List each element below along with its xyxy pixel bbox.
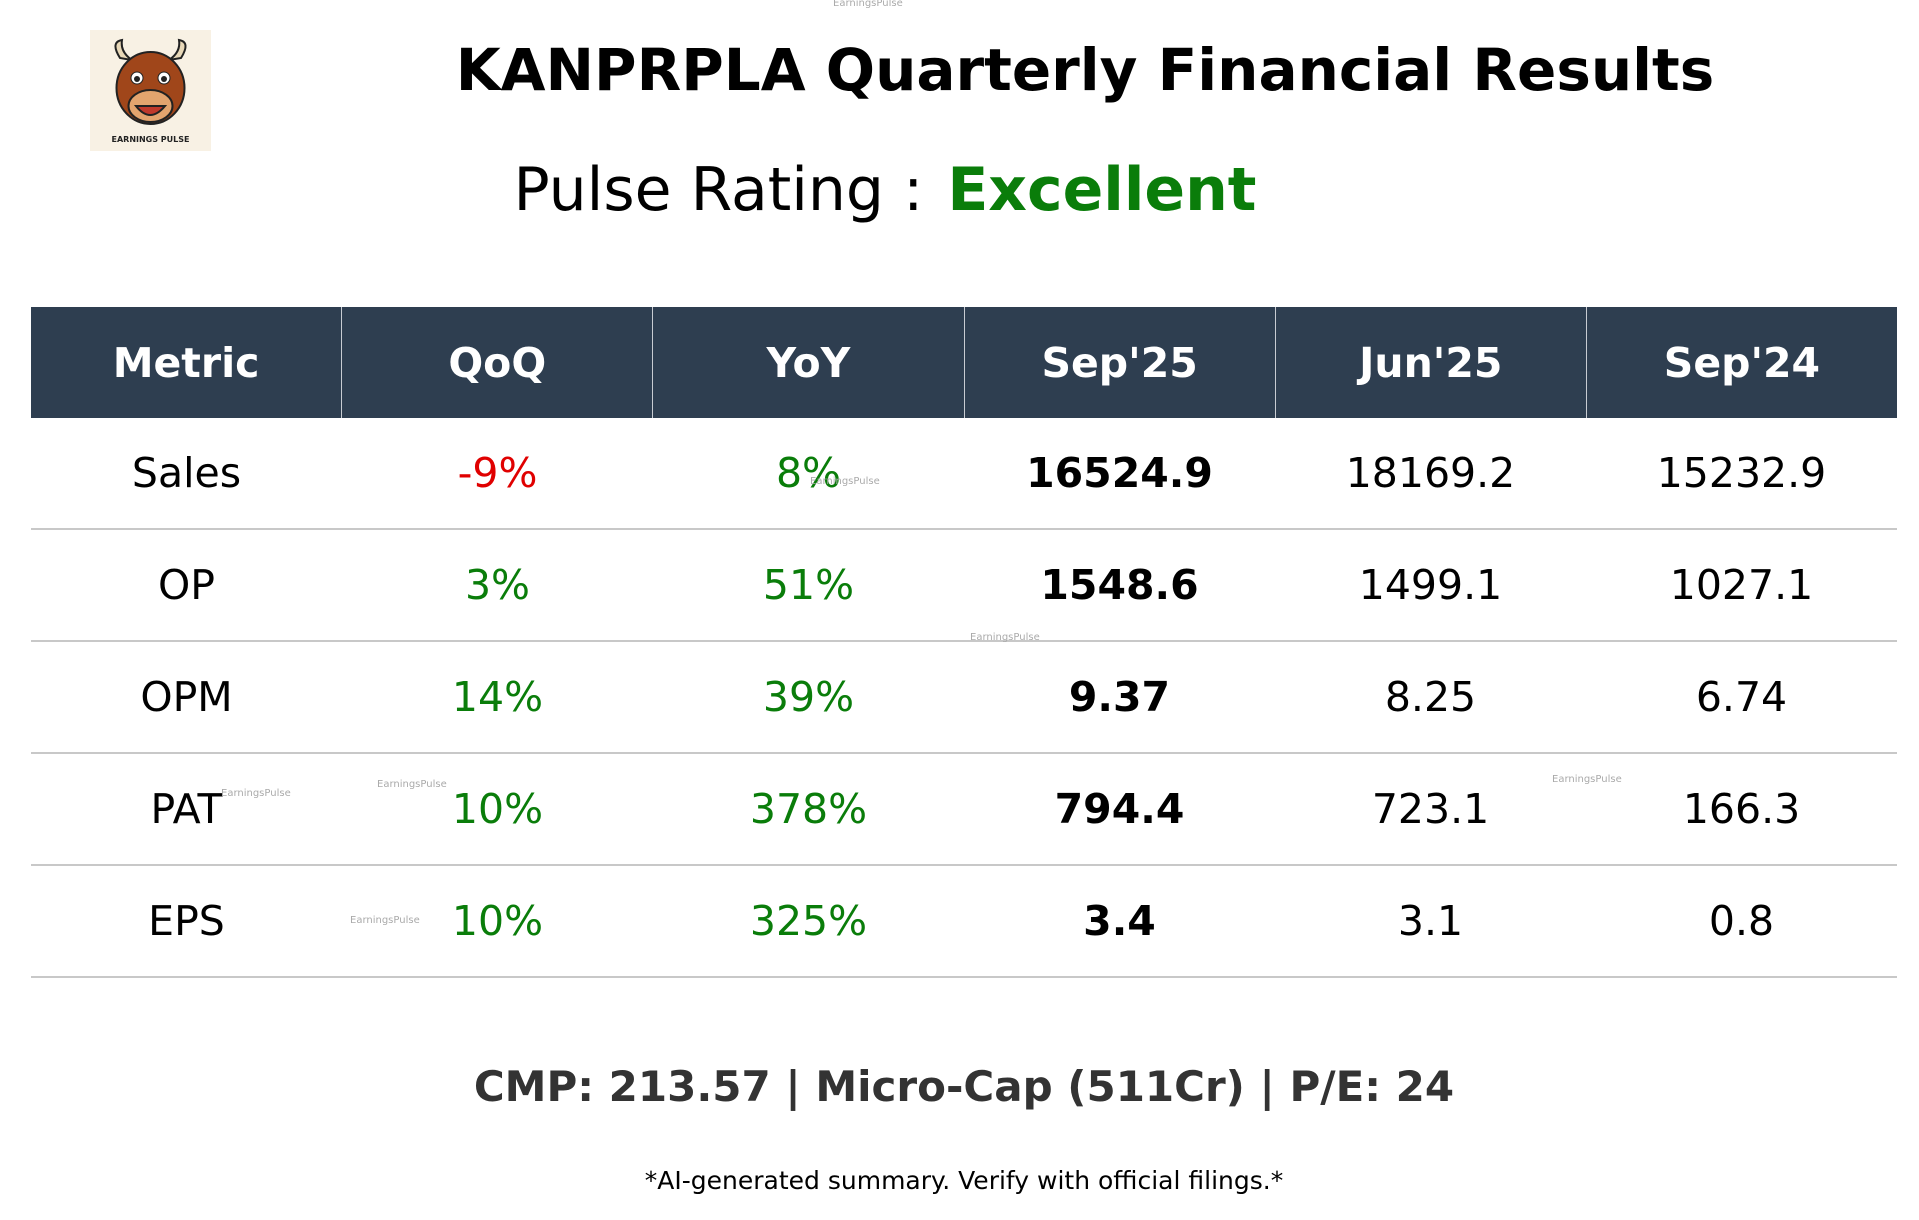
- table-cell: 3.1: [1397, 897, 1464, 945]
- table-cell: 15232.9: [1656, 449, 1827, 497]
- table-cell: 166.3: [1682, 785, 1801, 833]
- table-row: PAT 10% 378% 794.4 723.1 166.3: [31, 754, 1897, 866]
- table-cell: 9.37: [1068, 673, 1171, 721]
- watermark: EarningsPulse: [377, 779, 447, 790]
- table-cell: -9%: [457, 449, 538, 497]
- table-row: Sales -9% 8% 16524.9 18169.2 15232.9: [31, 418, 1897, 530]
- table-cell: 51%: [762, 561, 855, 609]
- table-cell: 378%: [749, 785, 868, 833]
- metric-name: PAT: [150, 785, 223, 833]
- table-cell: 723.1: [1371, 785, 1490, 833]
- table-cell: 1499.1: [1358, 561, 1503, 609]
- table-cell: 10%: [451, 897, 544, 945]
- table-cell: 794.4: [1054, 785, 1185, 833]
- summary: CMP: 213.57 | Micro-Cap (511Cr) | P/E: 2…: [473, 1062, 1455, 1111]
- watermark: EarningsPulse: [221, 788, 291, 799]
- metric-name: OPM: [140, 673, 233, 721]
- table-cell: 6.74: [1695, 673, 1788, 721]
- metric-name: Sales: [131, 449, 242, 497]
- disclaimer: *AI-generated summary. Verify with offic…: [644, 1166, 1284, 1195]
- watermark: EarningsPulse: [1552, 774, 1622, 785]
- rating: Pulse Rating : Excellent: [0, 155, 1770, 225]
- table-cell: 10%: [451, 785, 544, 833]
- watermark: EarningsPulse: [810, 476, 880, 487]
- table-cell: 3.4: [1083, 897, 1156, 945]
- column-header: Metric: [112, 338, 260, 387]
- table-cell: 325%: [749, 897, 868, 945]
- rating-value: Excellent: [947, 155, 1257, 225]
- watermark: EarningsPulse: [350, 915, 420, 926]
- results-table: Metric QoQ YoY Sep'25 Jun'25 Sep'24 Sales -9% 8%…: [31, 307, 1897, 978]
- table-cell: 8.25: [1384, 673, 1477, 721]
- header-row: Metric QoQ YoY Sep'25 Jun'25 Sep'24: [31, 307, 1897, 418]
- table-cell: 39%: [762, 673, 855, 721]
- metric-name: EPS: [148, 897, 225, 945]
- rating-label: Pulse Rating :: [513, 155, 924, 225]
- table-cell: 16524.9: [1026, 449, 1213, 497]
- table-cell: 0.8: [1708, 897, 1775, 945]
- table-row: OPM 14% 39% 9.37 8.25 6.74: [31, 642, 1897, 754]
- column-header: QoQ: [341, 307, 652, 418]
- column-header: Sep'25: [963, 307, 1275, 418]
- watermark: EarningsPulse: [833, 0, 903, 9]
- column-header: YoY: [652, 307, 963, 418]
- table-cell: 3%: [464, 561, 531, 609]
- logo: EARNINGS PULSE: [90, 30, 211, 151]
- metric-name: OP: [158, 561, 215, 609]
- table-cell: 14%: [451, 673, 544, 721]
- table-cell: 1027.1: [1669, 561, 1814, 609]
- title: KANPRPLA Quarterly Financial Results: [455, 36, 1715, 104]
- table-cell: 18169.2: [1345, 449, 1516, 497]
- column-header: Jun'25: [1274, 307, 1586, 418]
- table-cell: 1548.6: [1040, 561, 1199, 609]
- table-row: EPS 10% 325% 3.4 3.1 0.8: [31, 866, 1897, 978]
- logo-art: EARNINGS PULSE: [112, 38, 190, 144]
- column-header: Sep'24: [1585, 307, 1897, 418]
- table-cell: 8%: [775, 449, 842, 497]
- watermark: EarningsPulse: [970, 632, 1040, 643]
- logo-label: EARNINGS PULSE: [112, 135, 190, 144]
- table-row: OP 3% 51% 1548.6 1499.1 1027.1: [31, 530, 1897, 642]
